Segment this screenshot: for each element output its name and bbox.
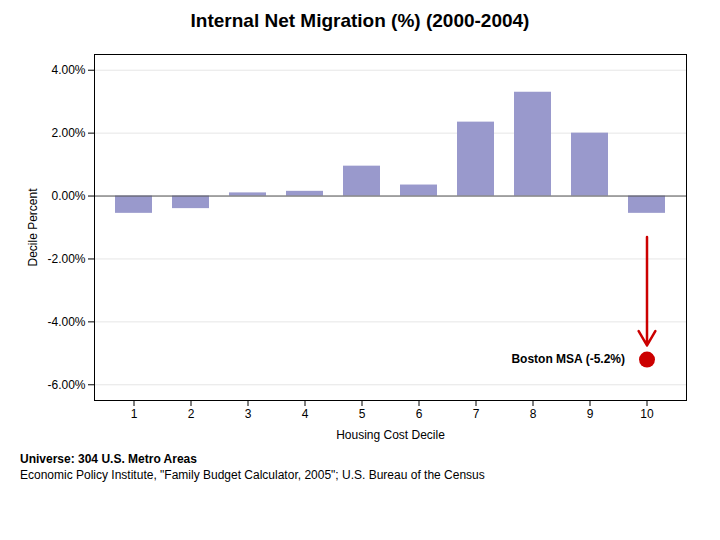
svg-text:1: 1	[131, 407, 138, 421]
svg-text:-2.00%: -2.00%	[47, 252, 85, 266]
svg-text:4: 4	[302, 407, 309, 421]
svg-text:Housing Cost Decile: Housing Cost Decile	[336, 428, 445, 442]
html-text:Internal Net Migration (%) (20: Internal Net Migration (%) (2000-2004)	[190, 10, 530, 31]
svg-text:0.00%: 0.00%	[51, 189, 85, 203]
svg-text:Boston MSA (-5.2%): Boston MSA (-5.2%)	[511, 352, 625, 366]
svg-text:2: 2	[188, 407, 195, 421]
svg-text:2.00%: 2.00%	[51, 126, 85, 140]
svg-text:10: 10	[640, 407, 654, 421]
svg-text:-6.00%: -6.00%	[47, 378, 85, 392]
svg-text:5: 5	[359, 407, 366, 421]
svg-text:8: 8	[530, 407, 537, 421]
svg-text:-4.00%: -4.00%	[47, 315, 85, 329]
svg-text:7: 7	[473, 407, 480, 421]
svg-text:6: 6	[416, 407, 423, 421]
svg-text:Decile Percent: Decile Percent	[26, 188, 40, 267]
svg-text:3: 3	[245, 407, 252, 421]
svg-text:4.00%: 4.00%	[51, 63, 85, 77]
html-text:Universe: 304 U.S. Metro Areas: Universe: 304 U.S. Metro Areas	[20, 452, 197, 466]
svg-text:9: 9	[587, 407, 594, 421]
html-text:Economic Policy Institute, "Fa: Economic Policy Institute, "Family Budge…	[20, 468, 485, 482]
